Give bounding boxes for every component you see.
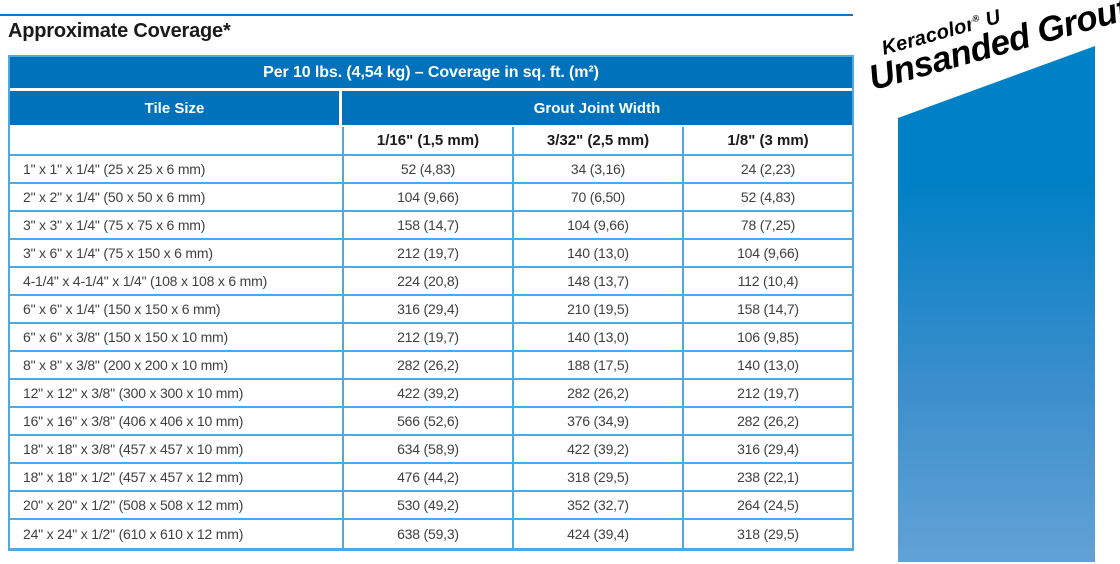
tile-size-cell: 18" x 18" x 3/8" (457 x 457 x 10 mm) (10, 436, 342, 464)
table-row: 1" x 1" x 1/4" (25 x 25 x 6 mm) 52 (4,83)… (10, 156, 852, 184)
coverage-value-cell: 104 (9,66) (512, 212, 682, 240)
tile-size-cell: 6" x 6" x 1/4" (150 x 150 x 6 mm) (10, 296, 342, 324)
tile-size-cell: 18" x 18" x 1/2" (457 x 457 x 12 mm) (10, 464, 342, 492)
coverage-value-cell: 238 (22,1) (682, 464, 852, 492)
coverage-value-cell: 78 (7,25) (682, 212, 852, 240)
table-row: 4-1/4" x 4-1/4" x 1/4" (108 x 108 x 6 mm… (10, 268, 852, 296)
per-weight-coverage-header: Per 10 lbs. (4,54 kg) – Coverage in sq. … (10, 57, 852, 91)
column-header-3-32in: 3/32" (2,5 mm) (512, 127, 682, 156)
brand-gradient-panel (898, 46, 1095, 562)
tile-size-header: Tile Size (10, 91, 342, 127)
tile-size-cell: 8" x 8" x 3/8" (200 x 200 x 10 mm) (10, 352, 342, 380)
table-row: 2" x 2" x 1/4" (50 x 50 x 6 mm) 104 (9,66… (10, 184, 852, 212)
table-row: 3" x 6" x 1/4" (75 x 150 x 6 mm) 212 (19,… (10, 240, 852, 268)
table-row: 6" x 6" x 1/4" (150 x 150 x 6 mm) 316 (29… (10, 296, 852, 324)
coverage-value-cell: 282 (26,2) (342, 352, 512, 380)
joint-width-columns-row: 1/16" (1,5 mm) 3/32" (2,5 mm) 1/8" (3 mm… (10, 127, 852, 156)
coverage-value-cell: 158 (14,7) (682, 296, 852, 324)
coverage-value-cell: 104 (9,66) (342, 184, 512, 212)
coverage-value-cell: 282 (26,2) (682, 408, 852, 436)
coverage-value-cell: 188 (17,5) (512, 352, 682, 380)
coverage-value-cell: 318 (29,5) (512, 464, 682, 492)
grout-joint-width-header: Grout Joint Width (342, 91, 852, 127)
table-row: 6" x 6" x 3/8" (150 x 150 x 10 mm) 212 (1… (10, 324, 852, 352)
coverage-value-cell: 52 (4,83) (682, 184, 852, 212)
coverage-value-cell: 52 (4,83) (342, 156, 512, 184)
tile-size-cell: 20" x 20" x 1/2" (508 x 508 x 12 mm) (10, 492, 342, 520)
coverage-value-cell: 148 (13,7) (512, 268, 682, 296)
coverage-value-cell: 106 (9,85) (682, 324, 852, 352)
tile-size-cell: 2" x 2" x 1/4" (50 x 50 x 6 mm) (10, 184, 342, 212)
coverage-value-cell: 638 (59,3) (342, 520, 512, 548)
coverage-value-cell: 352 (32,7) (512, 492, 682, 520)
registered-trademark-icon: ® (971, 12, 981, 25)
coverage-value-cell: 70 (6,50) (512, 184, 682, 212)
coverage-value-cell: 140 (13,0) (682, 352, 852, 380)
coverage-value-cell: 212 (19,7) (342, 324, 512, 352)
coverage-value-cell: 424 (39,4) (512, 520, 682, 548)
coverage-table-header: Per 10 lbs. (4,54 kg) – Coverage in sq. … (10, 57, 852, 156)
tile-size-cell: 3" x 3" x 1/4" (75 x 75 x 6 mm) (10, 212, 342, 240)
coverage-value-cell: 112 (10,4) (682, 268, 852, 296)
tile-size-cell: 4-1/4" x 4-1/4" x 1/4" (108 x 108 x 6 mm… (10, 268, 342, 296)
coverage-value-cell: 212 (19,7) (682, 380, 852, 408)
coverage-table-body: 1" x 1" x 1/4" (25 x 25 x 6 mm) 52 (4,83)… (10, 156, 852, 548)
table-row: 3" x 3" x 1/4" (75 x 75 x 6 mm) 158 (14,7… (10, 212, 852, 240)
coverage-value-cell: 422 (39,2) (512, 436, 682, 464)
page-title: Approximate Coverage* (8, 20, 231, 42)
column-header-1-8in: 1/8" (3 mm) (682, 127, 852, 156)
coverage-value-cell: 476 (44,2) (342, 464, 512, 492)
coverage-value-cell: 140 (13,0) (512, 324, 682, 352)
span-header-row: Per 10 lbs. (4,54 kg) – Coverage in sq. … (10, 57, 852, 91)
table-row: 24" x 24" x 1/2" (610 x 610 x 12 mm) 638 … (10, 520, 852, 548)
table-row: 18" x 18" x 3/8" (457 x 457 x 10 mm) 634 … (10, 436, 852, 464)
tile-size-cell: 6" x 6" x 3/8" (150 x 150 x 10 mm) (10, 324, 342, 352)
table-row: 16" x 16" x 3/8" (406 x 406 x 10 mm) 566 … (10, 408, 852, 436)
coverage-value-cell: 530 (49,2) (342, 492, 512, 520)
table-row: 12" x 12" x 3/8" (300 x 300 x 10 mm) 422 … (10, 380, 852, 408)
empty-corner-cell (10, 127, 342, 156)
group-header-row: Tile Size Grout Joint Width (10, 91, 852, 127)
tile-size-cell: 24" x 24" x 1/2" (610 x 610 x 12 mm) (23, 526, 244, 542)
top-divider-rule (0, 14, 853, 16)
coverage-value-cell: 316 (29,4) (342, 296, 512, 324)
table-row: 8" x 8" x 3/8" (200 x 200 x 10 mm) 282 (2… (10, 352, 852, 380)
coverage-value-cell: 264 (24,5) (682, 492, 852, 520)
coverage-value-cell: 104 (9,66) (682, 240, 852, 268)
coverage-value-cell: 140 (13,0) (512, 240, 682, 268)
coverage-value-cell: 210 (19,5) (512, 296, 682, 324)
table-row: 18" x 18" x 1/2" (457 x 457 x 12 mm) 476 … (10, 464, 852, 492)
coverage-value-cell: 34 (3,16) (512, 156, 682, 184)
coverage-value-cell: 376 (34,9) (512, 408, 682, 436)
column-header-1-16in: 1/16" (1,5 mm) (342, 127, 512, 156)
tile-size-cell: 1" x 1" x 1/4" (25 x 25 x 6 mm) (10, 156, 342, 184)
coverage-value-cell: 158 (14,7) (342, 212, 512, 240)
tile-size-cell: 3" x 6" x 1/4" (75 x 150 x 6 mm) (10, 240, 342, 268)
coverage-table: Per 10 lbs. (4,54 kg) – Coverage in sq. … (8, 55, 854, 551)
coverage-value-cell: 422 (39,2) (342, 380, 512, 408)
coverage-value-cell: 212 (19,7) (342, 240, 512, 268)
coverage-value-cell: 24 (2,23) (682, 156, 852, 184)
tile-size-cell: 16" x 16" x 3/8" (406 x 406 x 10 mm) (10, 408, 342, 436)
coverage-value-cell: 282 (26,2) (512, 380, 682, 408)
coverage-value-cell: 316 (29,4) (682, 436, 852, 464)
coverage-value-cell: 224 (20,8) (342, 268, 512, 296)
coverage-value-cell: 634 (58,9) (342, 436, 512, 464)
table-row: 20" x 20" x 1/2" (508 x 508 x 12 mm) 530 … (10, 492, 852, 520)
coverage-value-cell: 318 (29,5) (682, 520, 852, 548)
tile-size-cell: 12" x 12" x 3/8" (300 x 300 x 10 mm) (10, 380, 342, 408)
coverage-value-cell: 566 (52,6) (342, 408, 512, 436)
